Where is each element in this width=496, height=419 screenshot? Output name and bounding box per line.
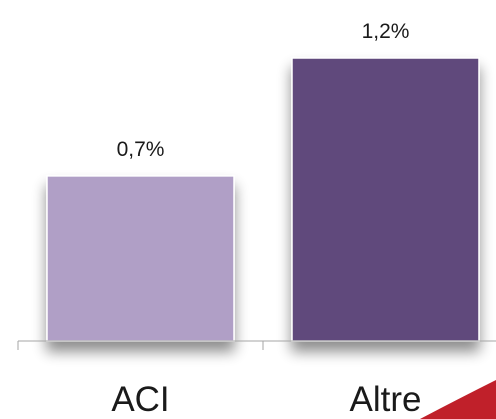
value-label-altre: 1,2% xyxy=(362,20,410,43)
bar-aci xyxy=(46,175,235,342)
value-label-aci: 0,7% xyxy=(117,138,165,161)
decorative-swoosh xyxy=(420,380,496,419)
category-label-aci: ACI xyxy=(111,380,169,419)
category-label-altre: Altre xyxy=(350,380,422,419)
bar-altre xyxy=(291,57,480,342)
